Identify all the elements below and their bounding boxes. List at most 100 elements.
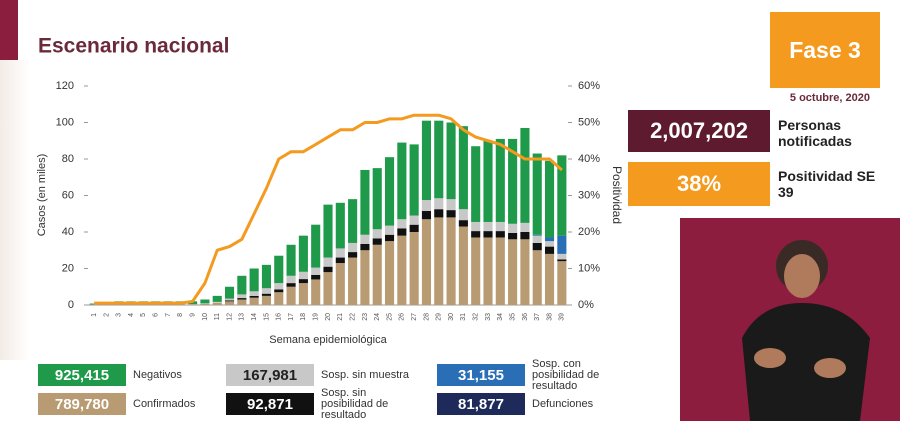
chart: Escenario nacional Semana epidemiológica… xyxy=(36,35,624,346)
x-tick-label: 28 xyxy=(423,313,430,321)
bar-segment xyxy=(483,140,493,222)
bar-segment xyxy=(520,232,530,240)
bar-segment xyxy=(249,295,259,298)
y-tick-label: 60 xyxy=(62,189,74,201)
notified-value: 2,007,202 xyxy=(628,110,770,152)
bar-segment xyxy=(249,297,259,305)
bar-segment xyxy=(471,146,481,222)
bar-segment xyxy=(372,168,382,230)
y-axis-label: Casos (en miles) xyxy=(36,154,48,237)
legend-total: 81,877 xyxy=(437,393,525,415)
bar-segment xyxy=(372,244,382,305)
bar-segment xyxy=(520,127,530,223)
bar-segment xyxy=(434,217,444,305)
bar-segment xyxy=(360,234,370,244)
bar-segment xyxy=(200,303,210,305)
bar-segment xyxy=(360,169,370,235)
x-tick-label: 20 xyxy=(325,313,332,321)
x-tick-label: 17 xyxy=(288,313,295,321)
bar-segment xyxy=(421,219,432,305)
bar-segment xyxy=(274,255,284,284)
x-tick-label: 27 xyxy=(411,313,418,321)
y-tick-label: 20 xyxy=(62,262,74,274)
decor xyxy=(0,60,30,360)
bar-segment xyxy=(544,253,555,305)
bar-segment xyxy=(274,283,284,290)
bar-segment xyxy=(311,279,321,305)
bar-segment xyxy=(212,295,222,302)
bar-segment xyxy=(323,257,333,267)
bar-segment xyxy=(532,242,542,251)
x-tick-label: 33 xyxy=(485,313,492,321)
x-tick-label: 7 xyxy=(165,313,172,317)
y-tick-label: 40 xyxy=(62,226,74,238)
bar-segment xyxy=(298,235,308,272)
x-tick-label: 18 xyxy=(300,313,307,321)
y2-tick-label: 20% xyxy=(578,226,600,238)
x-tick-label: 5 xyxy=(140,313,147,317)
x-tick-label: 19 xyxy=(313,313,320,321)
positivity-label: Positividad SE 39 xyxy=(778,168,876,200)
bar-segment xyxy=(434,209,444,218)
x-tick-label: 31 xyxy=(460,313,467,321)
x-tick-label: 15 xyxy=(263,313,270,321)
bar-segment xyxy=(397,142,407,220)
bar-segment xyxy=(483,231,493,238)
bar-segment xyxy=(397,228,407,236)
legend-total: 31,155 xyxy=(437,364,525,386)
bar-segment xyxy=(200,303,210,304)
bar-segment xyxy=(335,248,345,258)
bar-segment xyxy=(138,304,148,305)
bar-segment xyxy=(311,224,321,268)
x-tick-label: 21 xyxy=(337,313,344,321)
bar-segment xyxy=(212,301,222,303)
bar-segment xyxy=(458,126,468,210)
bar-segment xyxy=(274,289,284,293)
y2-tick-label: 0% xyxy=(578,299,594,311)
bar-segment xyxy=(508,138,518,224)
bar-segment xyxy=(286,275,296,284)
interpreter-video xyxy=(680,218,900,421)
bar-segment xyxy=(434,198,444,210)
legend-label: Defunciones xyxy=(532,397,594,410)
x-tick-label: 14 xyxy=(251,313,258,321)
bar-segment xyxy=(421,120,432,201)
bar-segment xyxy=(532,235,542,243)
bar-segment xyxy=(409,232,419,305)
bar-segment xyxy=(212,302,222,305)
x-tick-label: 1 xyxy=(91,313,98,317)
bar-segment xyxy=(544,237,555,242)
bar-segment xyxy=(520,222,530,232)
bar-segment xyxy=(384,234,395,242)
bar-segment xyxy=(495,138,505,222)
bar-segment xyxy=(237,275,247,295)
bar-segment xyxy=(348,242,358,253)
x-tick-label: 8 xyxy=(177,313,184,317)
legend-label: Sosp. sin posibilidad de resultado xyxy=(321,386,389,421)
positivity-value: 38% xyxy=(628,162,770,206)
legend-total: 92,871 xyxy=(226,393,314,415)
bar-segment xyxy=(446,217,456,305)
x-tick-label: 16 xyxy=(276,313,283,321)
bar-segment xyxy=(557,155,567,236)
x-tick-label: 34 xyxy=(497,313,504,321)
bar-segment xyxy=(348,257,358,305)
bar-segment xyxy=(471,221,481,232)
bar-segment xyxy=(224,301,235,305)
y2-tick-label: 60% xyxy=(578,80,600,92)
legend-total: 167,981 xyxy=(226,364,314,386)
y-tick-label: 100 xyxy=(56,116,74,128)
bar-segment xyxy=(188,304,198,305)
bar-segment xyxy=(458,220,468,227)
bar-segment xyxy=(495,221,505,232)
bar-segment xyxy=(311,274,321,280)
bar-segment xyxy=(323,272,333,305)
y2-tick-label: 10% xyxy=(578,262,600,274)
x-tick-label: 35 xyxy=(509,313,516,321)
bar-segment xyxy=(532,153,542,235)
bar-segment xyxy=(237,298,247,300)
bar-segment xyxy=(495,231,505,238)
bar-segment xyxy=(458,209,468,221)
phase-box: Fase 3 xyxy=(770,12,880,88)
